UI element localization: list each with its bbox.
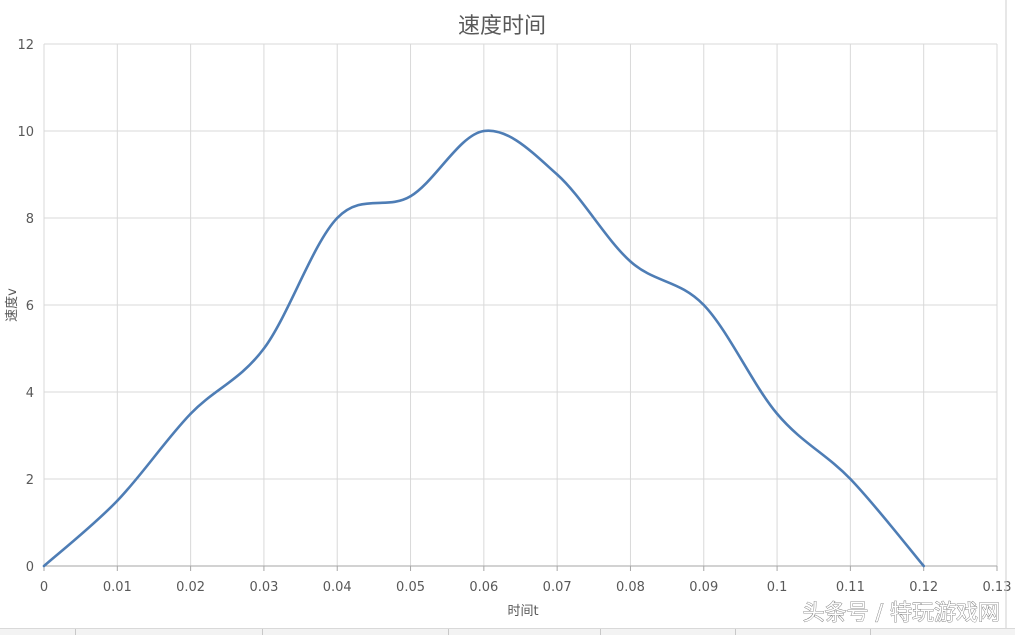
series-layer <box>42 129 925 568</box>
y-tick-label: 2 <box>26 473 34 488</box>
y-tick-label: 10 <box>17 125 34 140</box>
data-point <box>116 499 119 502</box>
strip-divider <box>600 629 601 635</box>
data-point <box>409 195 412 198</box>
strip-divider <box>735 629 736 635</box>
x-tick-label: 0.09 <box>689 580 718 595</box>
data-point <box>189 412 192 415</box>
y-tick-label: 0 <box>26 560 34 575</box>
strip-divider <box>448 629 449 635</box>
data-point <box>629 260 632 263</box>
sheet-bottom-strip <box>0 628 1015 635</box>
strip-divider <box>870 629 871 635</box>
data-point <box>849 477 852 481</box>
x-tick-labels: 0 0.01 0.02 0.03 0.04 0.05 0.06 0.07 0.08 0.09 0.1… <box>40 580 1012 595</box>
x-tick-label: 0.02 <box>176 580 205 595</box>
strip-divider <box>262 629 263 635</box>
x-tick-label: 0 <box>40 580 48 595</box>
x-tick-label: 0.13 <box>983 580 1012 595</box>
data-point <box>42 564 46 568</box>
axes <box>43 44 998 571</box>
data-point <box>922 564 925 568</box>
data-point <box>262 347 266 350</box>
grid <box>44 43 998 566</box>
x-tick-label: 0.1 <box>767 580 788 595</box>
x-tick-label: 0.12 <box>909 580 938 595</box>
y-tick-labels: 0 2 4 6 8 10 12 <box>17 38 34 575</box>
y-tick-label: 12 <box>17 38 34 53</box>
x-tick-label: 0.05 <box>396 580 425 595</box>
data-point <box>482 129 486 133</box>
watermark: 头条号 / 特玩游戏网 <box>803 601 1000 626</box>
x-tick-label: 0.04 <box>323 580 352 595</box>
x-tick-label: 0.06 <box>469 580 498 595</box>
x-tick-label: 0.08 <box>616 580 645 595</box>
x-tick-label: 0.01 <box>103 580 132 595</box>
x-tick-label: 0.11 <box>836 580 865 595</box>
y-tick-label: 8 <box>26 212 34 227</box>
data-point <box>555 173 559 176</box>
y-axis-label: 速度v <box>4 288 20 322</box>
y-tick-label: 4 <box>26 386 34 401</box>
y-tick-label: 6 <box>26 299 34 314</box>
data-point <box>702 303 705 307</box>
strip-divider <box>75 629 76 635</box>
x-axis-label: 时间t <box>507 604 538 619</box>
x-tick-label: 0.07 <box>543 580 572 595</box>
chart-title: 速度时间 <box>458 14 546 39</box>
data-point <box>775 412 779 415</box>
data-point <box>336 216 339 220</box>
x-tick-label: 0.03 <box>249 580 278 595</box>
